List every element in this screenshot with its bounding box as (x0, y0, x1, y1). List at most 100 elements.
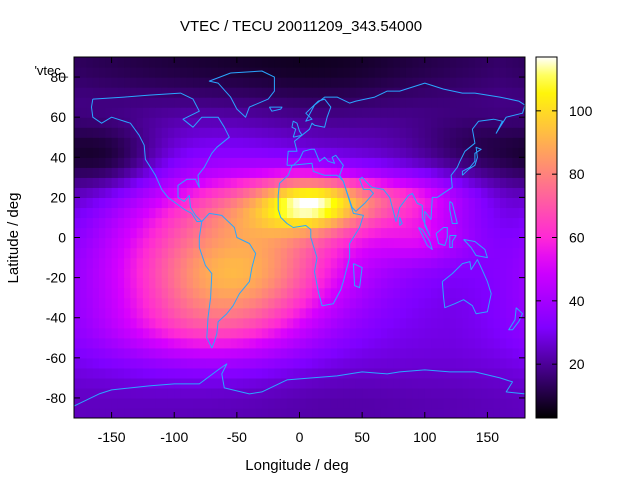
heatmap-cell (293, 207, 301, 219)
heatmap-cell (368, 397, 376, 409)
heatmap-cell (230, 387, 238, 399)
heatmap-cell (155, 377, 163, 389)
coastline-north-america (91, 92, 230, 222)
heatmap-cell (362, 247, 369, 259)
heatmap-cell (518, 227, 525, 239)
heatmap-cell (167, 87, 175, 98)
heatmap-cell (418, 97, 426, 108)
heatmap-cell (186, 107, 194, 118)
heatmap-cell (274, 347, 282, 359)
heatmap-cell (474, 77, 482, 88)
heatmap-cell (111, 297, 119, 309)
heatmap-cell (424, 107, 432, 118)
heatmap-cell (193, 367, 200, 379)
heatmap-cell (393, 317, 401, 329)
heatmap-cell (130, 387, 138, 399)
heatmap-cell (299, 187, 307, 198)
heatmap-cell (343, 367, 351, 379)
coastline-antarctica (74, 363, 525, 407)
heatmap-cell (243, 267, 250, 279)
heatmap-cell (343, 377, 351, 389)
heatmap-cell (180, 317, 188, 329)
heatmap-cell (249, 347, 257, 359)
heatmap-cell (405, 157, 413, 168)
heatmap-cell (449, 237, 457, 249)
heatmap-cell (374, 227, 382, 239)
heatmap-cell (205, 57, 213, 68)
heatmap-cell (362, 57, 369, 68)
heatmap-cell (230, 257, 238, 269)
heatmap-cell (299, 137, 307, 148)
heatmap-cell (142, 187, 150, 198)
heatmap-cell (387, 317, 395, 329)
heatmap-cell (193, 307, 200, 319)
heatmap-cell (142, 177, 150, 188)
heatmap-cell (74, 327, 81, 339)
heatmap-cell (499, 247, 507, 259)
heatmap-cell (324, 287, 332, 299)
heatmap-cell (74, 237, 81, 249)
heatmap-cell (393, 347, 401, 359)
heatmap-cell (111, 57, 119, 68)
heatmap-cell (255, 67, 263, 78)
heatmap-cell (449, 297, 457, 309)
heatmap-cell (499, 167, 507, 178)
heatmap-cell (405, 67, 413, 78)
heatmap-cell (105, 407, 113, 418)
heatmap-cell (506, 197, 514, 209)
heatmap-cell (243, 237, 250, 249)
heatmap-cell (449, 337, 457, 349)
heatmap-cell (86, 397, 94, 409)
heatmap-cell (255, 77, 263, 88)
heatmap-cell (149, 317, 157, 329)
heatmap-cell (418, 277, 426, 289)
heatmap-cell (374, 317, 382, 329)
heatmap-cell (293, 127, 301, 138)
heatmap-cell (224, 247, 232, 259)
heatmap-cell (161, 257, 169, 269)
heatmap-cell (318, 87, 326, 98)
heatmap-cell (155, 287, 163, 299)
heatmap-cell (349, 397, 357, 409)
heatmap-cell (399, 217, 407, 229)
heatmap-cell (243, 137, 250, 148)
heatmap-cell (211, 367, 219, 379)
heatmap-cell (493, 387, 501, 399)
heatmap-cell (280, 227, 288, 239)
heatmap-cell (199, 217, 207, 229)
heatmap-cell (117, 107, 125, 118)
heatmap-cell (167, 207, 175, 219)
heatmap-cell (293, 167, 301, 178)
heatmap-cell (136, 167, 144, 178)
heatmap-cell (456, 107, 463, 118)
heatmap-cell (374, 297, 382, 309)
heatmap-cell (199, 327, 207, 339)
heatmap-cell (399, 67, 407, 78)
heatmap-cell (130, 137, 138, 148)
heatmap-cell (318, 147, 326, 158)
heatmap-cell (431, 117, 438, 128)
heatmap-cell (368, 127, 376, 138)
heatmap-cell (424, 87, 432, 98)
heatmap-cell (305, 357, 313, 369)
heatmap-cell (518, 277, 525, 289)
heatmap-cell (142, 197, 150, 209)
heatmap-cell (211, 157, 219, 168)
heatmap-cell (149, 337, 157, 349)
heatmap-cell (437, 177, 445, 188)
heatmap-cell (424, 367, 432, 379)
heatmap-cell (506, 97, 514, 108)
heatmap-cell (80, 287, 88, 299)
heatmap-cell (499, 307, 507, 319)
heatmap-cell (299, 387, 307, 399)
heatmap-cell (124, 257, 131, 269)
heatmap-cell (362, 377, 369, 389)
heatmap-cell (193, 387, 200, 399)
heatmap-cell (305, 97, 313, 108)
heatmap-cell (443, 127, 451, 138)
heatmap-cell (199, 347, 207, 359)
heatmap-cell (299, 317, 307, 329)
heatmap-cell (418, 327, 426, 339)
heatmap-cell (193, 127, 200, 138)
heatmap-cell (155, 207, 163, 219)
